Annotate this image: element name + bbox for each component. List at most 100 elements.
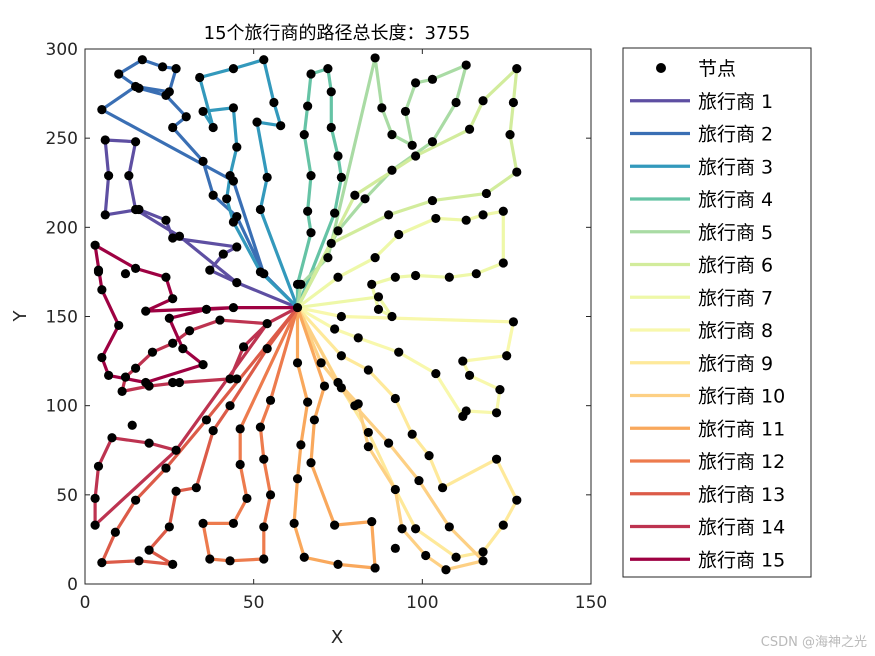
- axes: 0 50 100 150 0 50 100 150 200 250 300: [46, 40, 608, 613]
- node-point: [471, 269, 481, 279]
- node-point: [171, 486, 181, 496]
- node-point: [397, 524, 407, 534]
- node-point: [208, 122, 218, 133]
- node-point: [137, 55, 147, 65]
- node-point: [424, 451, 434, 461]
- node-point: [235, 459, 245, 470]
- node-point: [478, 96, 488, 106]
- node-point: [131, 204, 141, 215]
- y-tick-label: 150: [46, 308, 78, 328]
- node-point: [478, 556, 488, 566]
- route-line-10: [295, 306, 485, 572]
- node-point: [451, 97, 461, 108]
- node-point: [441, 565, 451, 575]
- node-point: [330, 520, 340, 530]
- node-point: [168, 377, 178, 388]
- node-point: [363, 365, 373, 375]
- node-point: [208, 190, 218, 200]
- node-point: [330, 324, 340, 334]
- node-point: [326, 122, 336, 133]
- route-line-6: [295, 67, 519, 310]
- route-line-9: [295, 306, 519, 559]
- node-point: [508, 317, 519, 327]
- legend-label-3: 旅行商 3: [698, 156, 773, 178]
- node-point: [414, 475, 424, 486]
- node-point: [326, 87, 336, 97]
- node-point: [478, 547, 488, 557]
- node-point: [198, 106, 208, 117]
- node-point: [93, 267, 104, 277]
- node-point: [161, 272, 171, 282]
- node-point: [390, 272, 400, 282]
- node-point: [100, 135, 110, 145]
- node-point: [410, 78, 421, 88]
- node-point: [228, 64, 239, 74]
- node-point: [421, 550, 431, 561]
- node-point: [164, 313, 174, 323]
- node-point: [390, 393, 400, 404]
- node-point: [303, 397, 313, 407]
- y-axis-label: Y: [10, 310, 31, 323]
- node-point: [134, 556, 144, 566]
- node-point: [97, 352, 107, 363]
- node-point: [505, 130, 515, 140]
- legend-label-8: 旅行商 8: [698, 320, 773, 342]
- node-point: [370, 53, 380, 63]
- node-point: [296, 279, 306, 289]
- node-point: [97, 558, 107, 568]
- legend-label-12: 旅行商 12: [698, 451, 785, 473]
- node-point: [367, 516, 377, 527]
- legend-label-9: 旅行商 9: [698, 353, 773, 375]
- legend-label-14: 旅行商 14: [698, 517, 785, 539]
- node-point: [330, 208, 340, 218]
- node-point: [491, 408, 502, 418]
- node-point: [97, 285, 107, 295]
- node-point: [201, 415, 212, 425]
- node-point: [410, 524, 421, 534]
- node-point: [157, 62, 168, 72]
- node-point: [255, 267, 266, 277]
- legend-label-1: 旅行商 1: [698, 91, 773, 113]
- node-point: [387, 311, 397, 322]
- x-tick-label: 0: [80, 593, 91, 613]
- node-point: [168, 122, 178, 133]
- legend-label-11: 旅行商 11: [698, 418, 785, 440]
- node-point: [336, 311, 346, 322]
- node-point: [238, 342, 249, 352]
- node-point: [124, 171, 134, 181]
- node-point: [265, 490, 276, 500]
- node-point: [336, 172, 346, 182]
- node-point: [242, 493, 252, 503]
- node-point: [114, 69, 124, 79]
- chart-title: 15个旅行商的路径总长度：3755: [204, 23, 471, 44]
- node-point: [306, 69, 316, 79]
- node-point: [323, 253, 333, 263]
- node-point: [502, 351, 512, 361]
- node-point: [427, 137, 438, 147]
- node-point: [444, 272, 454, 282]
- node-point: [326, 238, 336, 248]
- node-point: [387, 165, 397, 175]
- node-point: [464, 124, 475, 134]
- node-point: [232, 142, 242, 152]
- node-point: [225, 374, 235, 384]
- node-point: [316, 358, 326, 368]
- node-point: [306, 458, 316, 468]
- node-point: [100, 210, 110, 220]
- node-point: [120, 372, 131, 382]
- legend-label-2: 旅行商 2: [698, 124, 773, 146]
- node-point: [120, 269, 131, 279]
- node-point: [205, 265, 215, 275]
- node-point: [144, 438, 154, 448]
- legend-label-6: 旅行商 6: [698, 255, 773, 277]
- node-point: [168, 559, 178, 569]
- node-point: [370, 253, 380, 263]
- y-tick-label: 250: [46, 129, 78, 149]
- legend-label-nodes: 节点: [698, 58, 736, 80]
- node-point: [255, 422, 266, 432]
- node-point: [323, 64, 333, 74]
- node-point: [232, 374, 242, 384]
- node-point: [333, 377, 343, 388]
- node-point: [110, 527, 120, 537]
- node-point: [205, 554, 215, 564]
